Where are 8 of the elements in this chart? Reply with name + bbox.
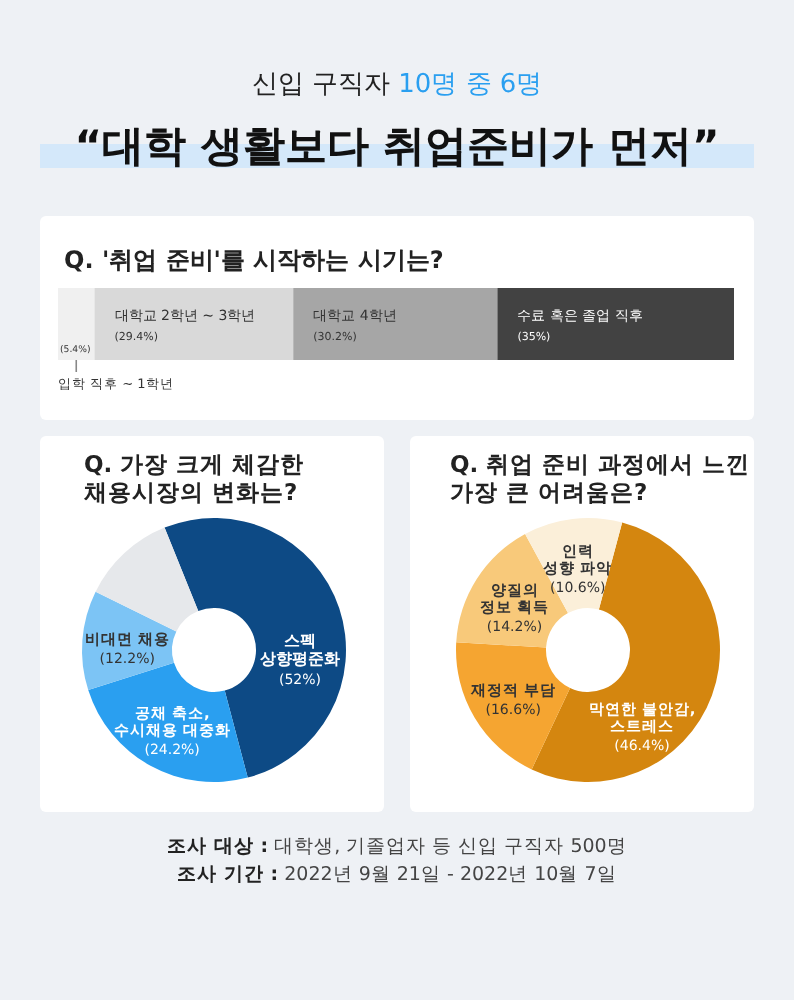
text: “대학 생활보다 취업준비가 먼저” — [74, 122, 720, 170]
text: 조사 대상 : 대학생, 기졸업자 등 신입 구직자 500명 — [167, 836, 627, 858]
text: 신입 구직자 10명 중 6명 — [251, 70, 543, 100]
slice-label: 스펙 상향평준화 — [260, 631, 340, 668]
chart-title: Q. 취업 준비 과정에서 느낀 가장 큰 어려움은? — [450, 450, 751, 506]
text: 조사 기간 : 2022년 9월 21일 - 2022년 10월 7일 — [177, 864, 617, 886]
chart-title: Q. '취업 준비'를 시작하는 시기는? — [64, 246, 444, 274]
chart-title: Q. 가장 크게 체감한 채용시장의 변화는? — [82, 450, 305, 506]
